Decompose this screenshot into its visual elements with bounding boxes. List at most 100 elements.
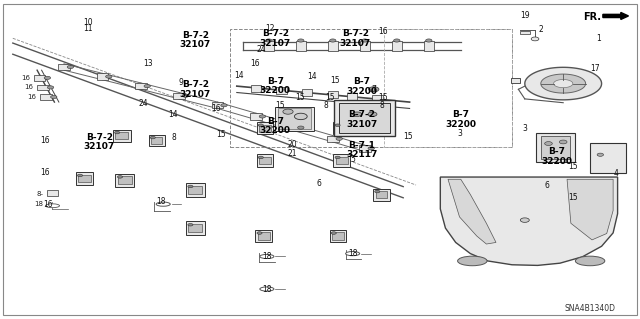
Circle shape [332, 232, 337, 234]
Text: 16: 16 [211, 104, 221, 113]
Circle shape [298, 126, 304, 129]
Text: 12: 12 [266, 24, 275, 33]
Circle shape [298, 39, 304, 42]
Bar [58, 64, 70, 70]
Circle shape [283, 109, 293, 114]
Text: 16: 16 [378, 27, 388, 36]
Bar [113, 130, 131, 142]
Ellipse shape [260, 255, 274, 258]
Text: B-7-2
32107: B-7-2 32107 [260, 29, 291, 48]
Text: B-7-2
32107: B-7-2 32107 [84, 133, 115, 151]
Text: 21: 21 [287, 149, 296, 158]
Circle shape [259, 115, 266, 118]
Bar [327, 136, 339, 142]
Bar [332, 233, 344, 240]
Circle shape [369, 87, 379, 92]
Bar [135, 83, 147, 89]
Bar [520, 31, 530, 34]
Text: 24: 24 [256, 45, 266, 54]
Bar [259, 157, 271, 164]
Text: FR.: FR. [584, 11, 602, 22]
Circle shape [353, 112, 362, 116]
Circle shape [335, 156, 340, 159]
Text: 8: 8 [379, 101, 384, 110]
Bar [328, 41, 338, 51]
Text: 15: 15 [403, 132, 413, 141]
Text: 10: 10 [83, 18, 93, 27]
Ellipse shape [346, 251, 360, 256]
Bar [258, 233, 269, 240]
Circle shape [330, 39, 336, 42]
Text: 18: 18 [348, 249, 357, 258]
Circle shape [394, 39, 400, 42]
Text: B-7
32200: B-7 32200 [541, 147, 572, 166]
Circle shape [336, 137, 342, 140]
Circle shape [368, 112, 377, 116]
Bar [333, 154, 350, 167]
Text: 1: 1 [596, 34, 601, 43]
Text: 2: 2 [538, 25, 543, 34]
Bar [78, 175, 91, 182]
Text: B-7-1
32117: B-7-1 32117 [346, 141, 378, 159]
Ellipse shape [575, 256, 605, 266]
Text: 15: 15 [568, 193, 578, 202]
Circle shape [258, 156, 264, 159]
Circle shape [362, 39, 368, 42]
Bar [276, 87, 287, 94]
Text: B-7
32200: B-7 32200 [260, 77, 291, 95]
Bar [257, 122, 273, 134]
Circle shape [67, 65, 74, 69]
Text: 18: 18 [262, 285, 271, 293]
Text: 20: 20 [287, 140, 297, 149]
Text: 19: 19 [520, 11, 530, 20]
Text: 17: 17 [590, 64, 600, 73]
Bar [255, 230, 272, 242]
Text: B-7-2
32107: B-7-2 32107 [346, 110, 377, 129]
Text: B-7-2
32107: B-7-2 32107 [180, 31, 211, 49]
Text: 16: 16 [43, 200, 53, 209]
Bar [259, 125, 271, 132]
Text: 8: 8 [323, 101, 328, 110]
Text: 16: 16 [250, 59, 260, 68]
Polygon shape [275, 107, 314, 131]
Ellipse shape [458, 256, 487, 266]
Bar [336, 125, 348, 132]
Text: 8-: 8- [36, 191, 44, 197]
Text: 15: 15 [378, 93, 388, 102]
Bar [230, 29, 512, 147]
Text: 15: 15 [330, 76, 340, 85]
Bar [97, 73, 108, 80]
Circle shape [188, 185, 193, 188]
Bar [188, 186, 202, 194]
Bar [328, 91, 338, 98]
Polygon shape [278, 108, 311, 129]
Circle shape [559, 140, 567, 144]
Text: 6: 6 [316, 179, 321, 188]
Text: 13: 13 [143, 59, 154, 68]
Bar [595, 147, 621, 169]
Text: 4: 4 [613, 169, 618, 178]
Text: 16: 16 [40, 136, 50, 145]
Bar [373, 189, 390, 201]
Bar [384, 29, 512, 147]
Text: 3: 3 [457, 130, 462, 138]
Bar [330, 230, 346, 242]
FancyArrow shape [603, 12, 628, 19]
Circle shape [115, 131, 120, 134]
Bar [336, 157, 348, 164]
Bar [37, 85, 49, 90]
Circle shape [44, 76, 51, 79]
Text: 15: 15 [568, 162, 578, 171]
Bar [359, 145, 371, 152]
Bar [186, 221, 205, 235]
Text: 15: 15 [324, 93, 335, 102]
Text: 18: 18 [262, 252, 271, 261]
Bar [541, 136, 570, 159]
Bar [511, 78, 520, 83]
Text: 15: 15 [294, 93, 305, 102]
Text: 16: 16 [24, 85, 33, 90]
Polygon shape [440, 177, 618, 265]
Text: 18: 18 [35, 201, 44, 206]
Bar [257, 154, 273, 167]
Bar [392, 41, 402, 51]
